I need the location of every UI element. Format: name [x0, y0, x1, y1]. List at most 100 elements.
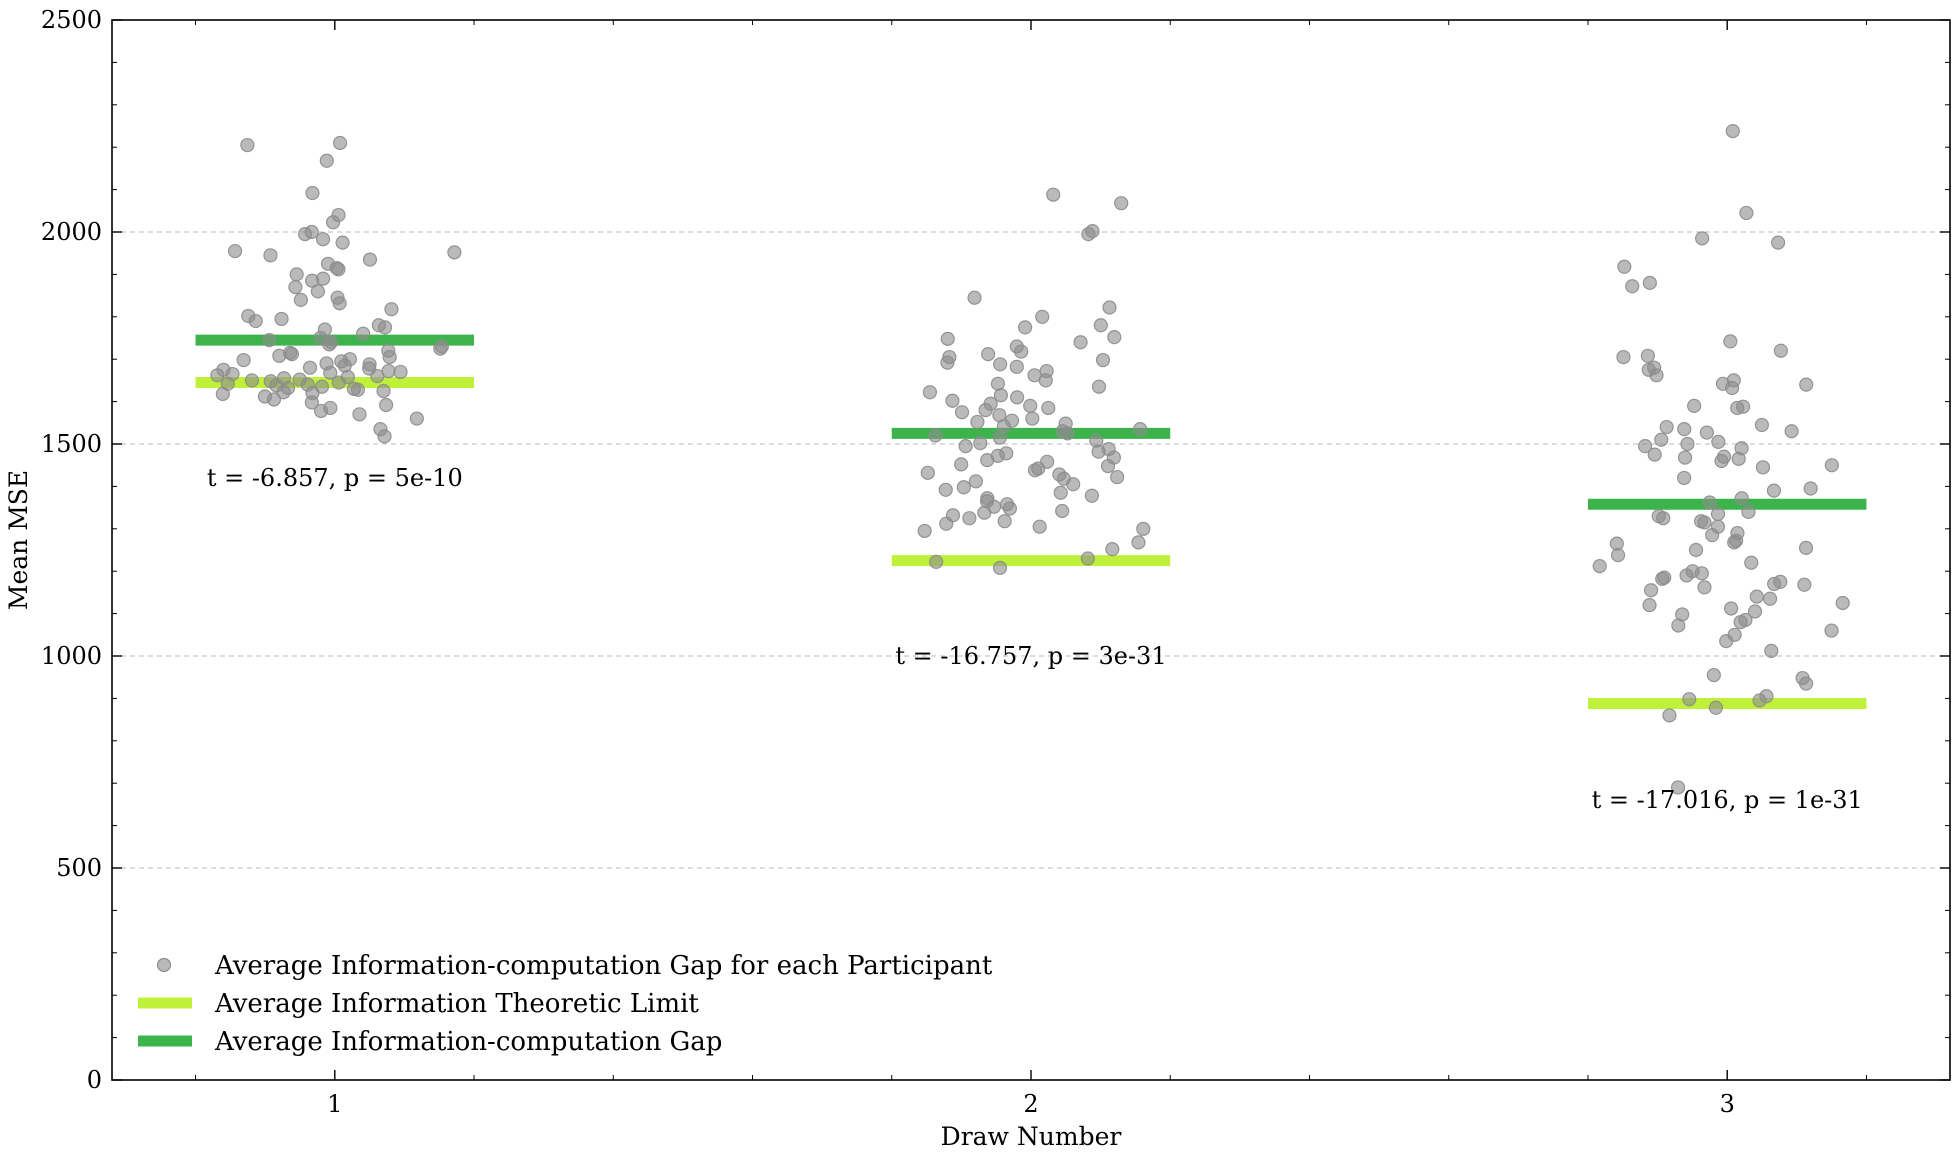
participant-point — [922, 385, 938, 400]
participant-point — [1656, 511, 1671, 526]
participant-point — [1749, 589, 1764, 604]
participant-point — [433, 341, 448, 356]
participant-point — [1747, 604, 1763, 619]
legend-label: Average Information Theoretic Limit — [214, 989, 699, 1019]
participant-point — [928, 428, 943, 443]
participant-point — [1066, 477, 1081, 492]
participant-point — [1625, 279, 1640, 294]
participant-point — [1002, 501, 1018, 516]
participant-point — [376, 383, 391, 399]
participant-point — [973, 436, 988, 451]
participant-point — [1699, 425, 1714, 440]
participant-point — [293, 292, 308, 307]
participant-point — [332, 135, 348, 151]
axes-frame — [111, 19, 1951, 1081]
participant-point — [263, 248, 278, 263]
participant-point — [962, 511, 977, 526]
participant-point — [1592, 559, 1607, 574]
participant-point — [1688, 542, 1704, 558]
participant-point — [289, 267, 304, 282]
participant-point — [992, 560, 1008, 575]
participant-point — [304, 395, 319, 410]
participant-point — [1799, 377, 1814, 392]
participant-point — [319, 153, 334, 168]
participant-point — [1014, 344, 1029, 359]
participant-point — [1677, 470, 1692, 486]
participant-point — [1835, 595, 1850, 611]
participant-point — [284, 347, 300, 362]
annotations: t = -6.857, p = 5e-10 t = -16.757, p = 3e… — [207, 464, 1863, 814]
participant-point — [992, 430, 1007, 445]
participant-point — [1133, 422, 1148, 437]
participant-point — [1744, 555, 1759, 570]
participant-point — [332, 296, 347, 311]
participant-point — [1739, 205, 1754, 221]
participant-point — [1114, 196, 1129, 211]
participant-point — [1702, 495, 1717, 510]
x-tick-label: 3 — [1720, 1090, 1735, 1118]
participant-point — [1640, 348, 1656, 363]
participant-point — [1647, 447, 1662, 462]
participant-point — [1677, 450, 1693, 465]
participant-point — [940, 331, 955, 346]
participant-point — [1091, 379, 1107, 394]
participant-point — [1708, 700, 1724, 715]
participant-point — [305, 185, 320, 201]
participant-point — [1638, 439, 1653, 454]
participant-point — [1771, 235, 1786, 250]
participant-point — [272, 348, 287, 363]
participant-point — [1773, 343, 1788, 358]
participant-point — [323, 365, 338, 380]
participant-point — [248, 313, 263, 329]
participant-point — [379, 397, 394, 413]
participant-point — [1671, 618, 1686, 633]
participant-point — [384, 302, 399, 317]
participant-point — [1724, 380, 1740, 396]
participant-point — [1617, 259, 1632, 274]
x-tick-label: 2 — [1023, 1090, 1038, 1118]
participant-point — [1733, 614, 1748, 630]
participant-point — [1105, 542, 1120, 557]
participant-point — [1752, 693, 1767, 708]
participant-point — [945, 393, 960, 408]
participant-point — [266, 392, 282, 407]
participant-point — [1642, 275, 1657, 290]
participant-point — [940, 355, 955, 370]
participant-point — [335, 235, 350, 250]
participant-point — [1073, 335, 1088, 350]
participant-point — [274, 311, 289, 327]
participant-point — [1100, 458, 1116, 474]
participant-point — [377, 429, 392, 444]
participant-point — [297, 227, 313, 242]
participant-point — [1095, 352, 1111, 368]
participant-point — [382, 349, 397, 365]
participant-point — [1824, 623, 1839, 638]
participant-point — [1710, 506, 1726, 522]
annotation-text: t = -6.857, p = 5e-10 — [207, 464, 463, 492]
participant-point — [276, 385, 291, 400]
participant-point — [1025, 411, 1040, 426]
participant-point — [1649, 368, 1664, 383]
participant-point — [215, 386, 230, 402]
participant-point — [393, 364, 408, 380]
participant-point — [310, 284, 325, 299]
participant-point — [1659, 419, 1674, 435]
participant-point — [1734, 491, 1749, 506]
participant-point — [1093, 318, 1108, 333]
participant-point — [1727, 535, 1742, 550]
participant-point — [240, 137, 255, 153]
legend-label: Average Information-computation Gap for … — [214, 951, 993, 981]
participant-point — [1610, 547, 1626, 563]
participant-point — [1060, 426, 1075, 441]
participant-point — [1136, 521, 1151, 536]
participant-point — [1697, 515, 1712, 530]
participant-point — [1824, 458, 1839, 473]
participant-point — [967, 290, 982, 305]
participant-point — [978, 402, 993, 418]
participant-point — [326, 215, 341, 230]
participant-point — [322, 337, 337, 352]
participant-point — [1766, 483, 1782, 498]
participant-point — [917, 523, 932, 539]
participant-point — [1695, 231, 1710, 246]
participant-point — [1754, 417, 1769, 433]
